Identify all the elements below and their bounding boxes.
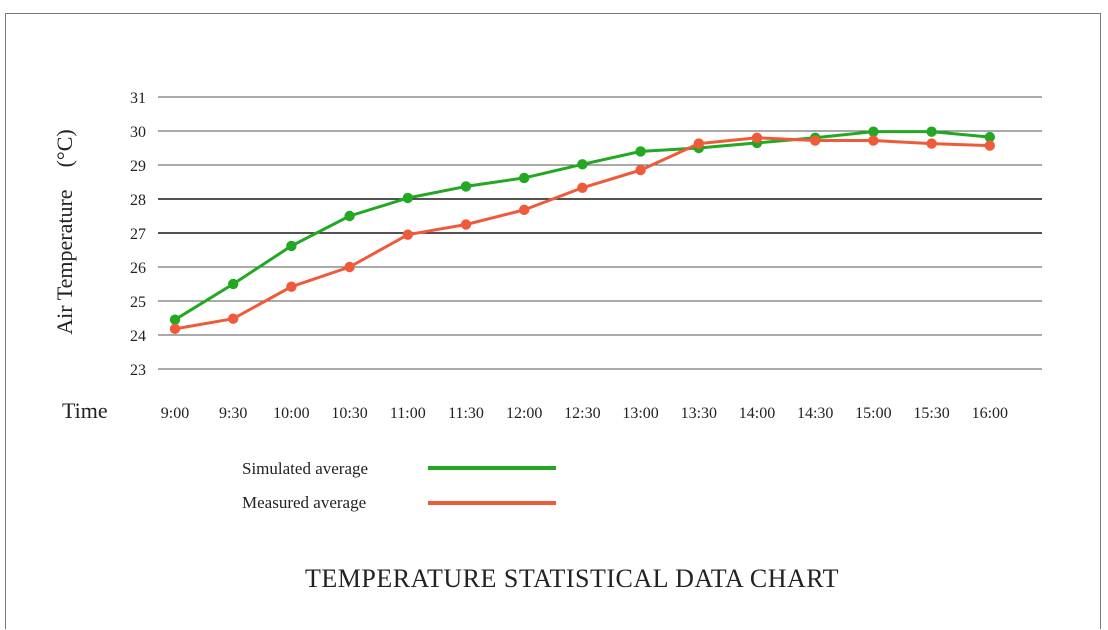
x-tick-label: 9:30: [219, 405, 247, 422]
y-tick-label: 25: [130, 294, 146, 311]
series-simulated: [169, 126, 995, 325]
data-point: [868, 135, 879, 146]
data-point: [984, 131, 995, 143]
x-tick-label: 12:00: [506, 405, 542, 422]
data-point: [228, 278, 239, 290]
x-tick-label: 14:30: [797, 405, 833, 422]
data-point: [984, 140, 995, 151]
x-tick-label: 16:00: [972, 405, 1008, 422]
x-tick-label: 11:00: [390, 405, 426, 422]
data-point: [460, 181, 472, 192]
data-point: [169, 314, 181, 325]
data-point: [169, 323, 181, 335]
data-point: [926, 138, 937, 149]
data-point: [402, 229, 413, 240]
data-point: [519, 204, 530, 216]
x-tick-label: 9:00: [161, 405, 189, 422]
y-tick-label: 27: [130, 226, 146, 243]
data-point: [577, 159, 588, 170]
data-point: [519, 172, 530, 184]
data-point: [286, 281, 297, 292]
y-tick-label: 26: [130, 260, 146, 277]
x-tick-label: 14:00: [739, 405, 775, 422]
x-tick-label: 13:00: [622, 405, 658, 422]
y-tick-label: 23: [130, 362, 146, 379]
data-point: [926, 126, 937, 137]
x-tick-label: 11:30: [448, 405, 484, 422]
data-point: [344, 261, 355, 273]
legend-label-simulated: Simulated average: [242, 459, 368, 478]
x-tick-labels: 9:00 9:30 10:00 10:30 11:00 11:30 12:00 12:30 13…: [161, 405, 1008, 422]
data-point: [693, 138, 704, 149]
y-tick-label: 30: [130, 124, 146, 141]
chart-title: TEMPERATURE STATISTICAL DATA CHART: [305, 564, 839, 593]
data-point: [635, 164, 646, 176]
y-tick-label: 29: [130, 158, 146, 175]
legend: Simulated average Measured average: [242, 459, 556, 512]
y-axis-title: Air Temperature (°C): [52, 129, 77, 334]
x-tick-label: 10:00: [273, 405, 309, 422]
data-point: [344, 210, 355, 222]
y-tick-labels: 23 24 25 26 27 28 29 30 31: [130, 90, 146, 379]
data-point: [810, 135, 821, 146]
legend-label-measured: Measured average: [242, 493, 366, 512]
series-layer: [169, 126, 995, 335]
data-point: [402, 192, 413, 204]
data-point: [868, 126, 879, 137]
data-point: [228, 313, 239, 324]
x-tick-label: 13:30: [681, 405, 717, 422]
data-point: [577, 182, 588, 193]
x-tick-label: 12:30: [564, 405, 600, 422]
x-axis-title: Time: [62, 398, 108, 423]
data-point: [460, 219, 472, 230]
data-point: [751, 132, 763, 143]
x-tick-label: 10:30: [331, 405, 367, 422]
y-tick-label: 24: [130, 328, 146, 345]
y-tick-label: 28: [130, 192, 146, 209]
x-tick-label: 15:00: [855, 405, 891, 422]
data-point: [635, 146, 646, 157]
series-measured: [169, 132, 995, 335]
x-tick-label: 15:30: [913, 405, 949, 422]
gridlines: [158, 96, 1042, 370]
chart-frame: [5, 13, 1101, 629]
y-tick-label: 31: [130, 90, 146, 107]
data-point: [286, 240, 297, 252]
